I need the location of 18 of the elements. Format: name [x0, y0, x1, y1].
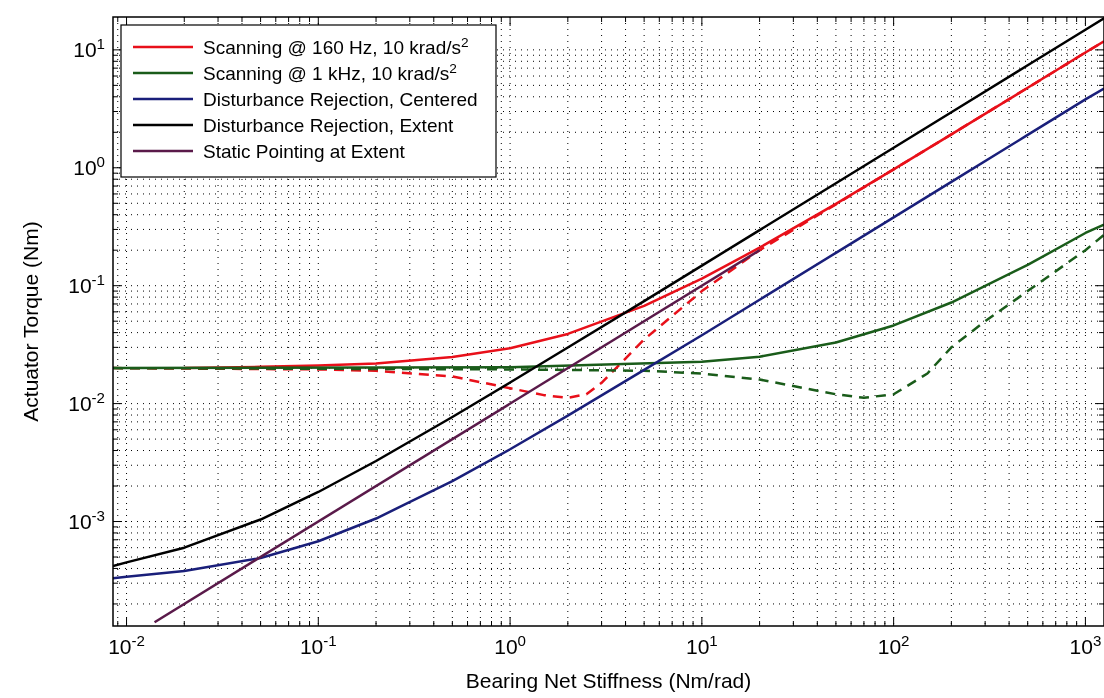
x-axis-title: Bearing Net Stiffness (Nm/rad) [465, 669, 752, 692]
legend-label: Static Pointing at Extent [203, 141, 406, 162]
x-tick-label: 10$^{1}$ [685, 631, 718, 658]
legend-label: Scanning @ 1 kHz, 10 krad/s$^{2}$ [203, 60, 457, 84]
legend-label: Disturbance Rejection, Centered [203, 89, 478, 110]
y-tick-label: 10$^{1}$ [73, 34, 105, 61]
legend-label: Scanning @ 160 Hz, 10 krad/s$^{2}$ [203, 34, 469, 58]
y-tick-label: 10$^{-2}$ [68, 388, 105, 415]
x-tick-label: 10$^{0}$ [494, 631, 526, 658]
x-tick-label: 10$^{-1}$ [299, 631, 337, 658]
y-tick-label: 10$^{-1}$ [68, 270, 105, 297]
y-tick-label: 10$^{-3}$ [68, 506, 105, 533]
x-tick-label: 10$^{3}$ [1069, 631, 1102, 658]
legend-label: Disturbance Rejection, Extent [203, 115, 455, 136]
x-tick-label: 10$^{-2}$ [108, 631, 145, 658]
y-axis-title: Actuator Torque (Nm) [19, 221, 42, 422]
x-tick-label: 10$^{2}$ [877, 631, 910, 658]
y-tick-label: 10$^{0}$ [73, 152, 105, 179]
